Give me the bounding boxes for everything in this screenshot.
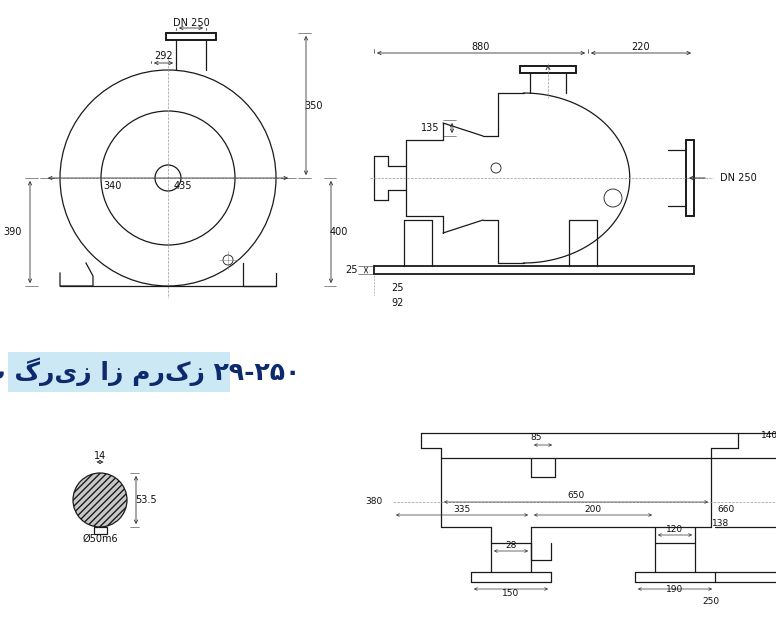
FancyBboxPatch shape <box>8 352 230 392</box>
Text: 28: 28 <box>505 540 517 549</box>
Text: 14: 14 <box>94 451 106 461</box>
Text: 435: 435 <box>174 181 192 191</box>
Text: 250: 250 <box>702 596 719 605</box>
Text: 220: 220 <box>632 42 650 52</box>
Text: 350: 350 <box>305 100 324 111</box>
Text: 135: 135 <box>421 123 439 133</box>
Text: 390: 390 <box>3 227 21 237</box>
Text: 140: 140 <box>761 430 776 439</box>
Text: 335: 335 <box>453 504 470 513</box>
Text: پمپ گریز از مرکز ۲۹-۲۵۰: پمپ گریز از مرکز ۲۹-۲۵۰ <box>0 357 300 386</box>
Text: DN 250: DN 250 <box>172 18 210 28</box>
Text: 138: 138 <box>712 518 729 527</box>
Text: 650: 650 <box>567 491 584 500</box>
Text: DN 250: DN 250 <box>720 173 757 183</box>
Text: 660: 660 <box>717 504 734 513</box>
Text: 92: 92 <box>392 298 404 308</box>
Text: 880: 880 <box>472 42 490 52</box>
Text: 120: 120 <box>667 526 684 535</box>
Bar <box>93 527 106 534</box>
Text: 380: 380 <box>365 498 383 506</box>
Text: 150: 150 <box>502 589 520 598</box>
Text: 292: 292 <box>154 51 173 61</box>
Text: 85: 85 <box>530 433 542 442</box>
Text: 53.5: 53.5 <box>135 495 157 505</box>
Text: Ø50m6: Ø50m6 <box>82 534 118 544</box>
Text: 25: 25 <box>392 283 404 293</box>
Text: 340: 340 <box>104 181 122 191</box>
Text: 400: 400 <box>330 227 348 237</box>
Text: 190: 190 <box>667 585 684 594</box>
Text: 200: 200 <box>584 504 601 513</box>
Text: 25: 25 <box>346 265 359 275</box>
Circle shape <box>73 473 127 527</box>
